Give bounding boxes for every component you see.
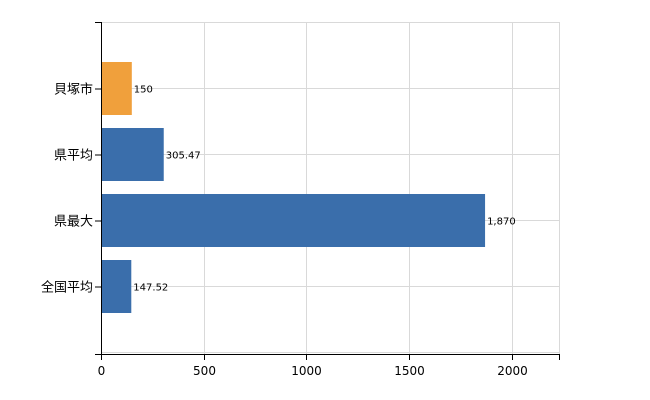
axis-layer <box>95 22 560 360</box>
y-tick-label-0: 貝塚市 <box>54 82 93 98</box>
data-label-2: 1,870 <box>487 217 516 228</box>
data-label-0: 150 <box>134 85 153 96</box>
y-tick-label-1: 県平均 <box>54 149 93 164</box>
x-tick-label-1: 500 <box>193 364 216 378</box>
grid-layer <box>101 22 560 354</box>
x-tick-label-3: 1500 <box>394 364 425 378</box>
data-label-3: 147.52 <box>133 283 168 294</box>
bar-3 <box>101 260 132 313</box>
bar-2 <box>101 194 486 247</box>
x-tick-label-2: 1000 <box>291 364 322 378</box>
y-tick-label-3: 全国平均 <box>41 280 93 296</box>
y-tick-label-2: 県最大 <box>54 215 93 230</box>
bar-1 <box>101 128 164 181</box>
bar-layer <box>101 62 486 313</box>
label-layer: 150 貝塚市 305.47 県平均 1,870 県最大 147.52 全国平均 0 500 100… <box>41 82 528 379</box>
data-label-1: 305.47 <box>166 151 201 162</box>
bar-0 <box>101 62 132 115</box>
x-tick-label-4: 2000 <box>497 364 528 378</box>
x-tick-label-0: 0 <box>98 364 106 378</box>
